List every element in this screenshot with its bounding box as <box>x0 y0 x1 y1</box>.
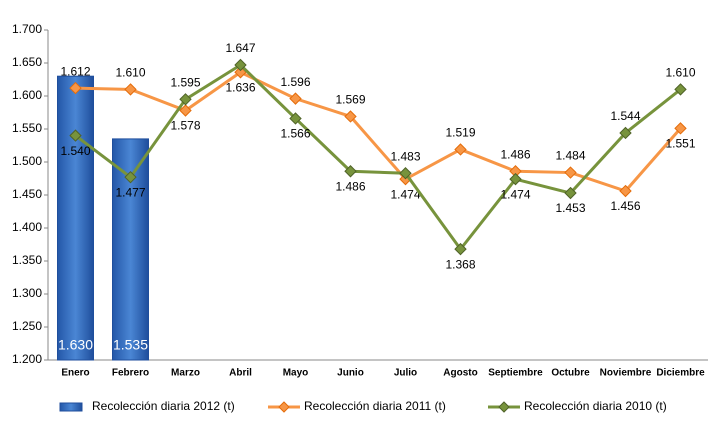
marker <box>564 166 577 179</box>
data-label: 1.483 <box>390 149 420 163</box>
data-label: 1.477 <box>115 185 145 199</box>
marker <box>619 126 632 140</box>
data-label: 1.368 <box>445 257 475 271</box>
data-label: 1.578 <box>170 119 200 133</box>
marker <box>674 122 687 135</box>
y-tick-label: 1.600 <box>12 88 42 102</box>
y-tick-label: 1.500 <box>12 154 42 168</box>
data-label: 1.456 <box>610 199 640 213</box>
line <box>74 63 682 252</box>
x-tick-label: Septiembre <box>488 368 543 379</box>
data-label: 1.474 <box>390 187 420 201</box>
data-label: 1.486 <box>335 179 365 193</box>
marker <box>564 186 577 200</box>
data-label: 1.544 <box>610 109 640 123</box>
marker <box>674 83 687 96</box>
y-tick-label: 1.700 <box>12 22 42 36</box>
data-label: 1.610 <box>115 66 145 80</box>
marker <box>69 129 82 142</box>
x-tick-label: Junio <box>337 368 364 379</box>
bar-label: 1.535 <box>113 337 148 353</box>
y-tick-label: 1.350 <box>12 253 42 267</box>
marker <box>179 93 192 106</box>
data-label: 1.486 <box>500 147 530 161</box>
data-label: 1.540 <box>60 144 90 158</box>
y-tick-label: 1.450 <box>12 187 42 201</box>
data-label: 1.484 <box>555 149 585 163</box>
bar-label: 1.630 <box>58 337 93 353</box>
y-tick-label: 1.300 <box>12 286 42 300</box>
legend-label: Recolección diaria 2012 (t) <box>92 399 235 413</box>
x-tick-label: Abril <box>229 368 252 379</box>
marker <box>179 104 192 117</box>
data-label: 1.519 <box>445 126 475 140</box>
legend-label: Recolección diaria 2011 (t) <box>304 399 446 413</box>
marker <box>289 92 302 105</box>
marker <box>69 81 82 95</box>
legend-marker <box>498 401 510 413</box>
marker <box>344 165 357 178</box>
data-label: 1.551 <box>665 137 695 151</box>
marker <box>619 184 632 198</box>
x-tick-label: Mayo <box>283 368 309 379</box>
y-tick-label: 1.250 <box>12 319 42 333</box>
data-label: 1.453 <box>555 201 585 215</box>
data-label: 1.647 <box>225 41 255 55</box>
y-tick-label: 1.400 <box>12 220 42 234</box>
marker <box>344 110 357 123</box>
x-tick-label: Enero <box>61 368 89 379</box>
legend-swatch <box>59 402 83 412</box>
x-tick-label: Marzo <box>171 368 200 379</box>
x-tick-label: Noviembre <box>600 368 652 379</box>
data-label: 1.569 <box>335 93 365 107</box>
data-label: 1.612 <box>60 64 90 78</box>
y-tick-label: 1.650 <box>12 55 42 69</box>
marker <box>454 242 467 256</box>
data-label: 1.566 <box>280 127 310 141</box>
bar <box>57 75 94 361</box>
marker <box>399 167 412 180</box>
marker <box>289 112 302 125</box>
marker <box>124 170 137 184</box>
x-tick-label: Agosto <box>443 368 477 379</box>
line <box>75 70 682 193</box>
x-tick-label: Diciembre <box>656 368 705 379</box>
y-tick-label: 1.550 <box>12 121 42 135</box>
legend-marker <box>278 401 290 413</box>
data-label: 1.595 <box>170 75 200 89</box>
y-tick-label: 1.200 <box>12 352 42 366</box>
data-label: 1.474 <box>500 187 530 201</box>
x-tick-label: Julio <box>394 368 417 379</box>
data-label: 1.636 <box>225 80 255 94</box>
marker <box>509 172 522 186</box>
x-tick-label: Octubre <box>551 368 590 379</box>
marker <box>454 143 467 156</box>
legend-label: Recolección diaria 2010 (t) <box>524 399 667 413</box>
marker <box>234 58 247 72</box>
marker <box>124 83 137 96</box>
data-label: 1.610 <box>665 66 695 80</box>
data-label: 1.596 <box>280 75 310 89</box>
x-tick-label: Febrero <box>112 368 149 379</box>
